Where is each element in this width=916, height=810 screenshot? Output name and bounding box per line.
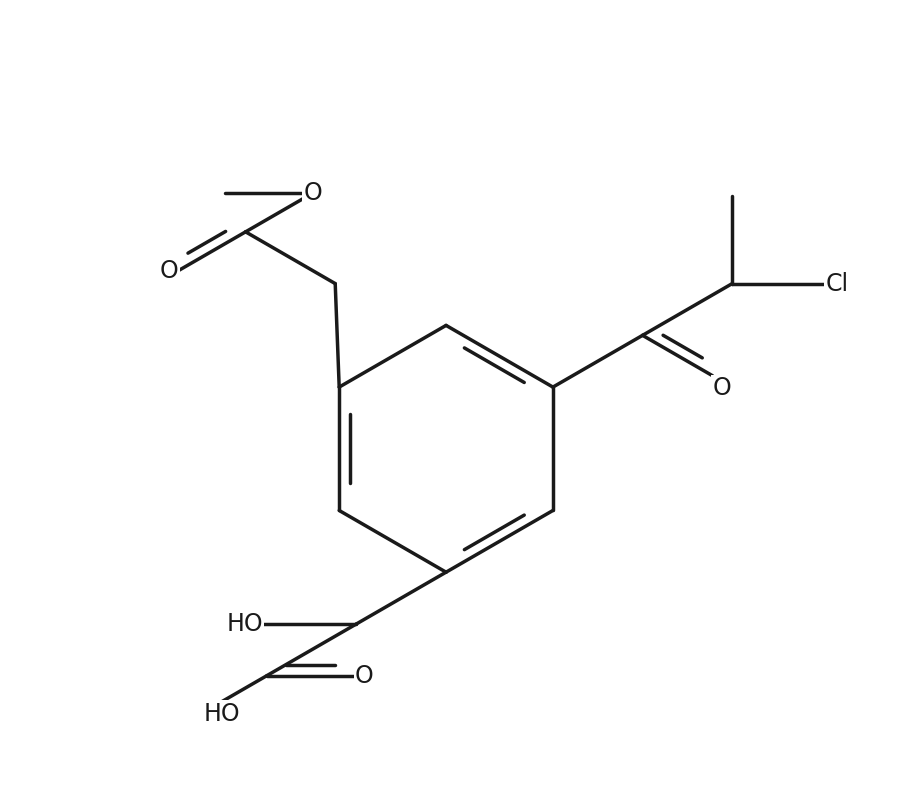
Text: O: O (354, 663, 374, 688)
Text: HO: HO (226, 612, 263, 636)
Text: O: O (303, 181, 322, 205)
Text: O: O (713, 376, 731, 399)
Text: Cl: Cl (825, 271, 848, 296)
Text: O: O (159, 258, 179, 283)
Text: HO: HO (203, 701, 240, 726)
